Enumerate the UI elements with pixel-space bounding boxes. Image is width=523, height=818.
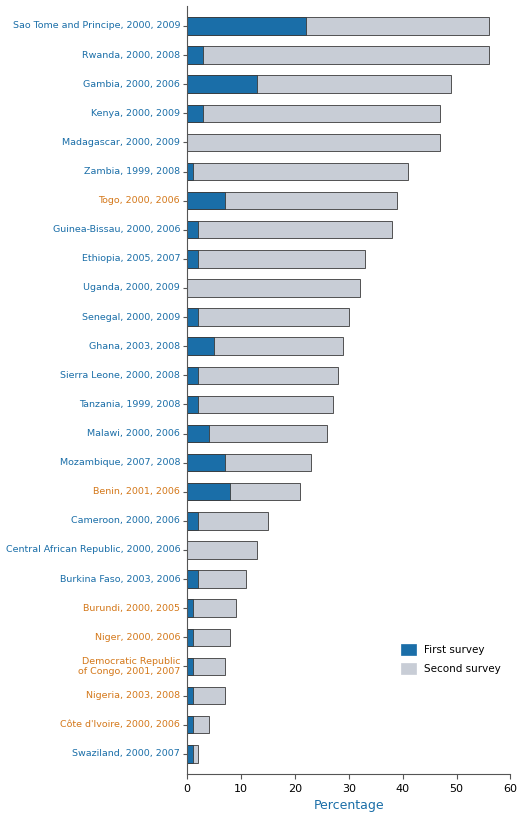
Bar xyxy=(187,425,327,443)
Bar xyxy=(187,279,359,297)
Bar xyxy=(187,454,225,471)
Bar xyxy=(187,512,268,529)
Bar xyxy=(187,308,198,326)
Bar xyxy=(187,163,192,180)
Bar xyxy=(187,250,198,267)
Bar xyxy=(187,366,338,384)
Bar xyxy=(187,483,230,501)
Legend: First survey, Second survey: First survey, Second survey xyxy=(397,640,505,678)
Bar xyxy=(187,105,440,122)
Bar xyxy=(187,628,230,646)
Bar xyxy=(187,221,198,239)
Bar xyxy=(187,716,209,734)
Bar xyxy=(187,687,192,704)
Bar xyxy=(187,47,489,64)
Bar xyxy=(187,454,311,471)
Bar xyxy=(187,396,198,413)
Bar xyxy=(187,163,408,180)
Bar xyxy=(187,366,198,384)
Bar xyxy=(187,716,192,734)
Bar xyxy=(187,628,192,646)
Bar xyxy=(187,338,344,355)
X-axis label: Percentage: Percentage xyxy=(313,799,384,812)
Bar xyxy=(187,483,300,501)
Bar xyxy=(187,745,198,762)
Bar xyxy=(187,570,198,588)
Bar xyxy=(187,658,192,675)
Bar xyxy=(187,133,440,151)
Bar xyxy=(187,600,192,617)
Bar xyxy=(187,192,225,209)
Bar xyxy=(187,17,305,34)
Bar xyxy=(187,600,236,617)
Bar xyxy=(187,192,397,209)
Bar xyxy=(187,658,225,675)
Bar xyxy=(187,425,209,443)
Bar xyxy=(187,396,333,413)
Bar xyxy=(187,745,192,762)
Bar xyxy=(187,308,349,326)
Bar xyxy=(187,75,257,93)
Bar xyxy=(187,512,198,529)
Bar xyxy=(187,105,203,122)
Bar xyxy=(187,221,392,239)
Bar xyxy=(187,47,203,64)
Bar xyxy=(187,338,214,355)
Bar xyxy=(187,687,225,704)
Bar xyxy=(187,570,246,588)
Bar xyxy=(187,75,451,93)
Bar xyxy=(187,542,257,559)
Bar xyxy=(187,250,365,267)
Bar xyxy=(187,17,489,34)
